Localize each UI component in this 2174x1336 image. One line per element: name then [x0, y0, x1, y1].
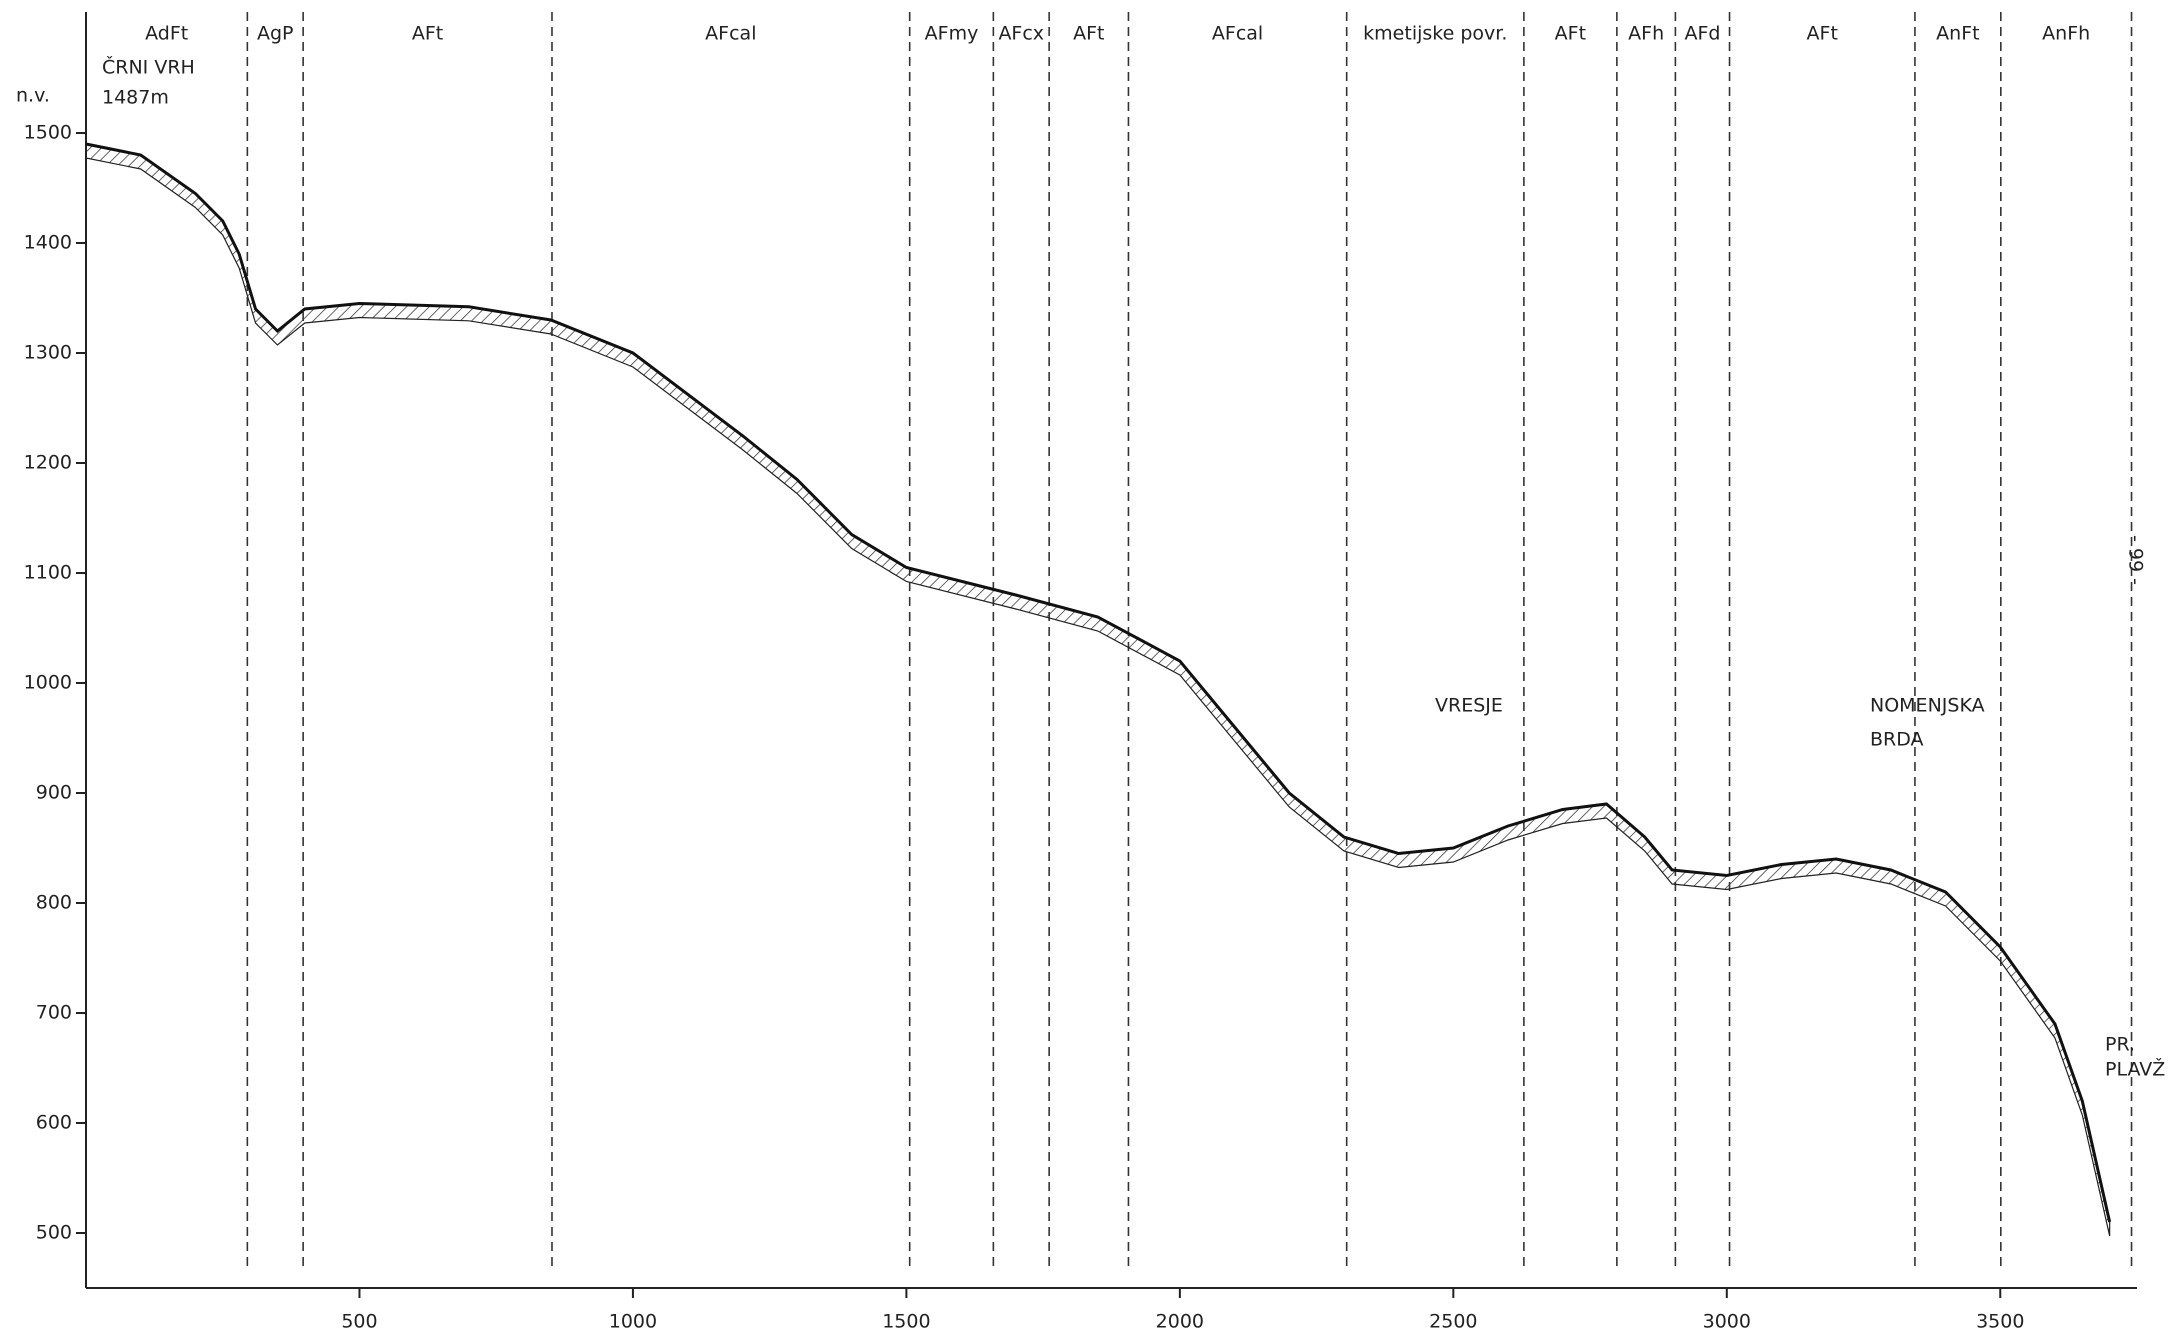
- y-tick-label: 900: [36, 782, 72, 804]
- zone-label: AFcal: [1212, 23, 1263, 45]
- zone-label: AFt: [1807, 23, 1838, 45]
- y-tick-label: 1400: [24, 232, 72, 254]
- y-tick-label: 1500: [24, 122, 72, 144]
- zone-label: AFh: [1628, 23, 1664, 45]
- zone-label: kmetijske povr.: [1363, 23, 1507, 45]
- x-tick-label: 500: [341, 1311, 377, 1333]
- zone-label: AFt: [1555, 23, 1586, 45]
- y-tick-label: 800: [36, 892, 72, 914]
- terrain-profile: [85, 142, 2112, 1223]
- annotation: 1487m: [102, 87, 169, 109]
- x-tick-label: 2500: [1429, 1311, 1477, 1333]
- y-tick-label: 500: [36, 1222, 72, 1244]
- y-tick-label: 1100: [24, 562, 72, 584]
- y-tick-label: 1000: [24, 672, 72, 694]
- x-tick-label: 3000: [1703, 1311, 1751, 1333]
- zone-label: AgP: [257, 23, 294, 45]
- y-tick-label: 600: [36, 1112, 72, 1134]
- page-number: - 99 -: [2125, 535, 2147, 585]
- zone-label: AnFh: [2042, 23, 2090, 45]
- x-tick-label: 1500: [882, 1311, 930, 1333]
- x-tick-label: 1000: [609, 1311, 657, 1333]
- zone-label: AnFt: [1936, 23, 1979, 45]
- soil-band: [85, 143, 2111, 1237]
- y-axis-label: n.v.: [16, 85, 50, 107]
- zone-label: AFd: [1684, 23, 1720, 45]
- zone-label: AdFt: [145, 23, 188, 45]
- annotation: ČRNI VRH: [102, 55, 195, 79]
- annotation: NOMENJSKA: [1870, 695, 1985, 717]
- x-tick-label: 3500: [1976, 1311, 2024, 1333]
- zone-label: AFcal: [705, 23, 756, 45]
- y-tick-label: 700: [36, 1002, 72, 1024]
- zone-label: AFt: [412, 23, 443, 45]
- annotation: BRDA: [1870, 729, 1924, 751]
- annotation: VRESJE: [1435, 695, 1503, 717]
- annotation: PR.: [2105, 1034, 2135, 1056]
- zone-label: AFt: [1073, 23, 1104, 45]
- annotation: PLAVŽ: [2105, 1058, 2165, 1081]
- y-tick-label: 1300: [24, 342, 72, 364]
- x-tick-label: 2000: [1156, 1311, 1204, 1333]
- y-tick-label: 1200: [24, 452, 72, 474]
- zone-label: AFmy: [925, 23, 979, 45]
- zone-label: AFcx: [998, 23, 1044, 45]
